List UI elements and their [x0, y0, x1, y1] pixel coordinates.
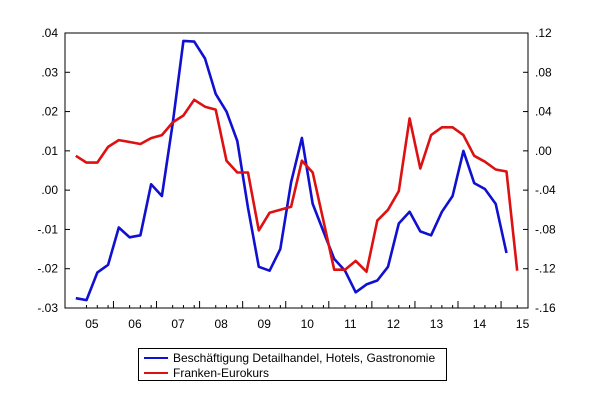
right-tick-label: .08 [535, 65, 552, 79]
x-tick-label: 09 [258, 317, 272, 331]
left-tick-label: .03 [41, 65, 58, 79]
right-tick-label: -.12 [535, 262, 556, 276]
left-tick-label: .02 [41, 105, 58, 119]
left-axis-ticks: .04 .03 .02 .01 .00 -.01 -.02 -.03 [37, 26, 70, 315]
right-tick-label: -.04 [535, 183, 556, 197]
x-tick-label: 10 [301, 317, 315, 331]
x-tick-label: 15 [516, 317, 530, 331]
series-line-employment [75, 39, 508, 302]
right-tick-label: .00 [535, 144, 552, 158]
right-axis-ticks: .12 .08 .04 .00 -.04 -.08 -.12 -.16 [523, 26, 556, 315]
x-tick-label: 08 [214, 317, 228, 331]
left-tick-label: .00 [41, 183, 58, 197]
left-tick-label: .04 [41, 26, 58, 40]
x-tick-label: 11 [344, 317, 357, 331]
right-tick-label: .12 [535, 26, 552, 40]
left-tick-label: -.02 [37, 262, 58, 276]
left-tick-label: .01 [41, 144, 58, 158]
left-tick-label: -.03 [37, 301, 58, 315]
legend-item-employment: Beschäftigung Detailhandel, Hotels, Gast… [139, 350, 435, 365]
x-tick-label: 13 [430, 317, 444, 331]
plot-area-frame [64, 32, 529, 309]
x-axis-ticks: 05 06 07 08 09 10 11 12 13 14 15 [64, 301, 530, 331]
legend-label-exchange-rate: Franken-Eurokurs [173, 365, 270, 380]
right-tick-label: .04 [535, 105, 552, 119]
x-tick-label: 07 [171, 317, 185, 331]
x-tick-label: 14 [473, 317, 487, 331]
series-line-exchange-rate [75, 98, 519, 273]
x-tick-label: 12 [387, 317, 401, 331]
legend: Beschäftigung Detailhandel, Hotels, Gast… [138, 348, 447, 381]
series-layer [75, 39, 519, 302]
legend-swatch-exchange-rate [144, 371, 168, 374]
legend-item-exchange-rate: Franken-Eurokurs [139, 365, 269, 380]
x-tick-label: 06 [128, 317, 142, 331]
right-tick-label: -.16 [535, 301, 556, 315]
left-tick-label: -.01 [37, 222, 58, 236]
legend-label-employment: Beschäftigung Detailhandel, Hotels, Gast… [173, 350, 436, 365]
legend-swatch-employment [144, 356, 168, 359]
right-tick-label: -.08 [535, 222, 556, 236]
x-tick-label: 05 [85, 317, 99, 331]
